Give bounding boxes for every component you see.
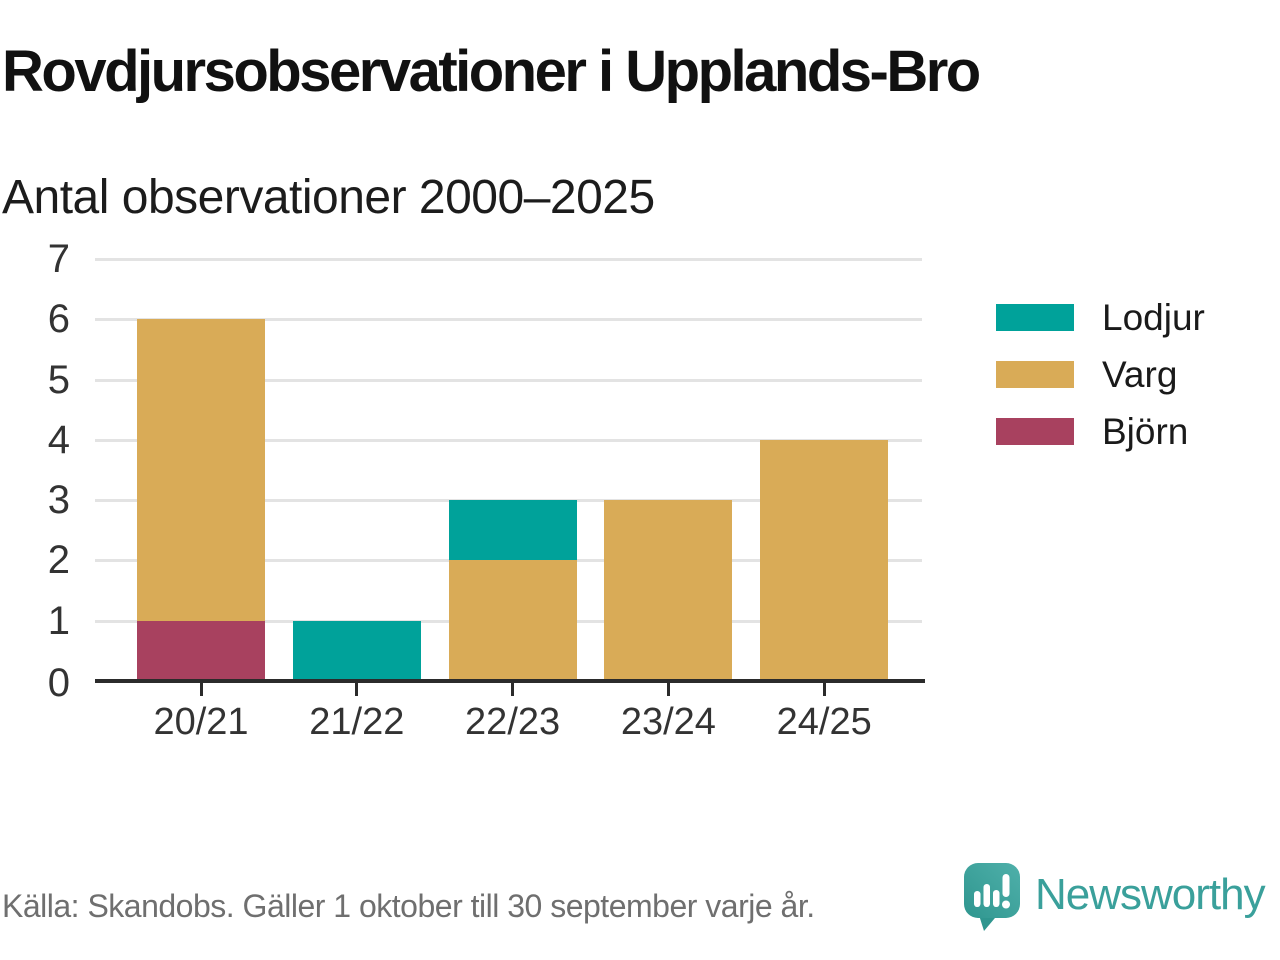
source-note: Källa: Skandobs. Gäller 1 oktober till 3…	[2, 888, 815, 924]
x-tick-label: 22/23	[465, 701, 561, 743]
legend-label: Björn	[1102, 410, 1189, 452]
bar-segment-varg-23-24	[604, 500, 733, 681]
y-tick-label: 0	[47, 661, 70, 705]
y-tick-label: 7	[47, 236, 70, 281]
bar-segment-björn-20-21	[137, 620, 265, 681]
grid-line	[95, 318, 922, 322]
x-axis-tick	[355, 683, 359, 696]
newsworthy-wordmark: Newsworthy	[1035, 870, 1266, 919]
grid-line	[95, 378, 922, 382]
legend-swatch	[996, 361, 1074, 388]
legend-item-varg: Varg	[996, 354, 1205, 395]
bar-segment-varg-20-21	[137, 319, 265, 621]
bar-segment-lodjur-21-22	[292, 620, 421, 681]
y-tick-label: 6	[47, 297, 70, 342]
y-tick-label: 4	[47, 417, 70, 462]
newsworthy-logo-icon	[964, 863, 1020, 931]
y-tick-label: 1	[47, 598, 70, 643]
grid-line	[95, 438, 922, 442]
legend-swatch	[996, 304, 1074, 331]
x-tick-label: 23/24	[620, 701, 716, 743]
x-tick-label: 24/25	[776, 701, 872, 743]
x-axis-tick	[666, 683, 670, 696]
y-tick-label: 3	[47, 478, 70, 523]
grid-line	[95, 257, 922, 261]
x-tick-label: 21/22	[309, 701, 405, 743]
chart-title: Rovdjursobservationer i Upplands-Bro	[2, 39, 981, 104]
newsworthy-brand: Newsworthy	[963, 862, 1266, 934]
legend: Lodjur Varg Björn	[996, 297, 1205, 475]
bar-segment-varg-22-23	[448, 560, 577, 681]
x-axis-tick	[822, 683, 826, 696]
x-axis-tick	[199, 683, 203, 696]
chart-subtitle: Antal observationer 2000–2025	[2, 171, 655, 224]
legend-swatch	[996, 418, 1074, 445]
legend-item-lodjur: Lodjur	[996, 297, 1205, 338]
y-tick-label: 2	[47, 538, 70, 583]
x-axis-tick	[511, 683, 515, 696]
bar-segment-varg-24-25	[760, 439, 889, 681]
bar-segment-lodjur-22-23	[448, 500, 577, 561]
x-axis-line	[95, 679, 925, 683]
x-tick-label: 20/21	[153, 701, 249, 743]
legend-label: Lodjur	[1102, 296, 1205, 338]
legend-item-björn: Björn	[996, 411, 1205, 452]
legend-label: Varg	[1102, 353, 1178, 395]
y-tick-label: 5	[47, 357, 70, 402]
